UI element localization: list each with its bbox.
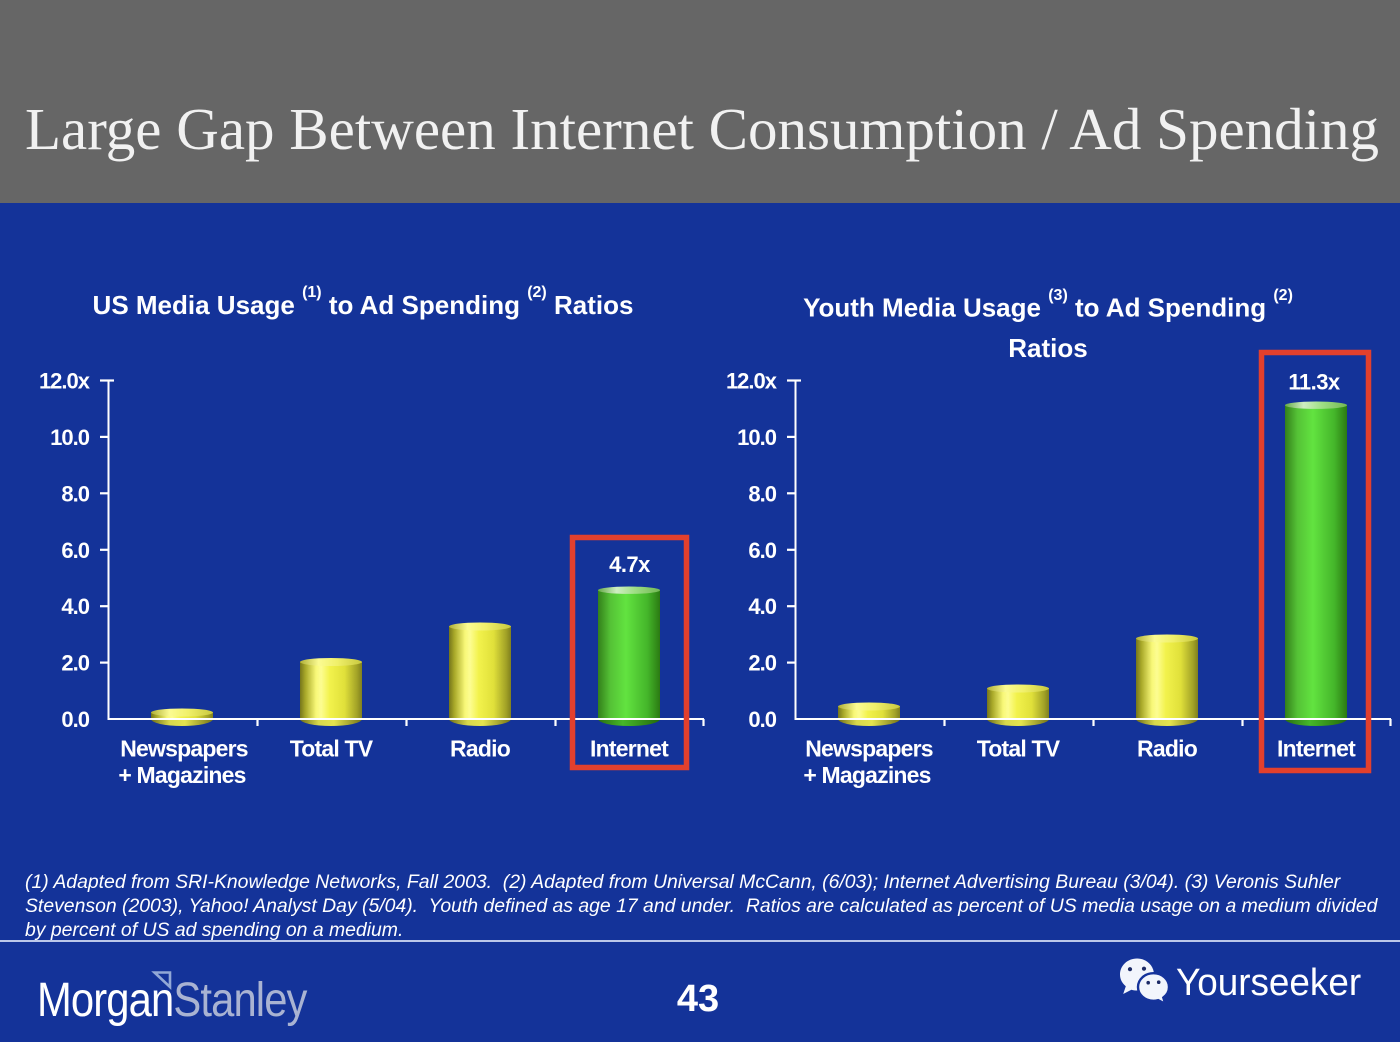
svg-text:2.0: 2.0 bbox=[61, 651, 89, 676]
svg-text:6.0: 6.0 bbox=[61, 538, 89, 563]
svg-text:Radio: Radio bbox=[450, 736, 511, 762]
svg-text:11.3x: 11.3x bbox=[1288, 370, 1341, 395]
svg-text:Radio: Radio bbox=[1137, 736, 1198, 762]
svg-text:12.0x: 12.0x bbox=[39, 369, 91, 394]
svg-text:Internet: Internet bbox=[590, 736, 669, 762]
svg-text:12.0x: 12.0x bbox=[726, 369, 778, 394]
svg-text:8.0: 8.0 bbox=[748, 481, 776, 506]
svg-text:10.0: 10.0 bbox=[737, 425, 777, 450]
svg-text:Internet: Internet bbox=[1277, 736, 1356, 762]
svg-text:Total TV: Total TV bbox=[290, 736, 374, 762]
svg-text:0.0: 0.0 bbox=[748, 707, 776, 732]
svg-text:8.0: 8.0 bbox=[61, 481, 89, 506]
svg-text:4.7x: 4.7x bbox=[609, 552, 651, 577]
svg-text:4.0: 4.0 bbox=[61, 594, 89, 619]
svg-text:Total TV: Total TV bbox=[977, 736, 1061, 762]
svg-text:2.0: 2.0 bbox=[748, 651, 776, 676]
svg-text:+ Magazines: + Magazines bbox=[803, 762, 930, 788]
svg-text:Newspapers: Newspapers bbox=[805, 736, 933, 762]
svg-text:+ Magazines: + Magazines bbox=[118, 762, 245, 788]
svg-text:Newspapers: Newspapers bbox=[120, 736, 248, 762]
svg-text:0.0: 0.0 bbox=[61, 707, 89, 732]
svg-text:4.0: 4.0 bbox=[748, 594, 776, 619]
svg-text:10.0: 10.0 bbox=[50, 425, 90, 450]
svg-text:6.0: 6.0 bbox=[748, 538, 776, 563]
